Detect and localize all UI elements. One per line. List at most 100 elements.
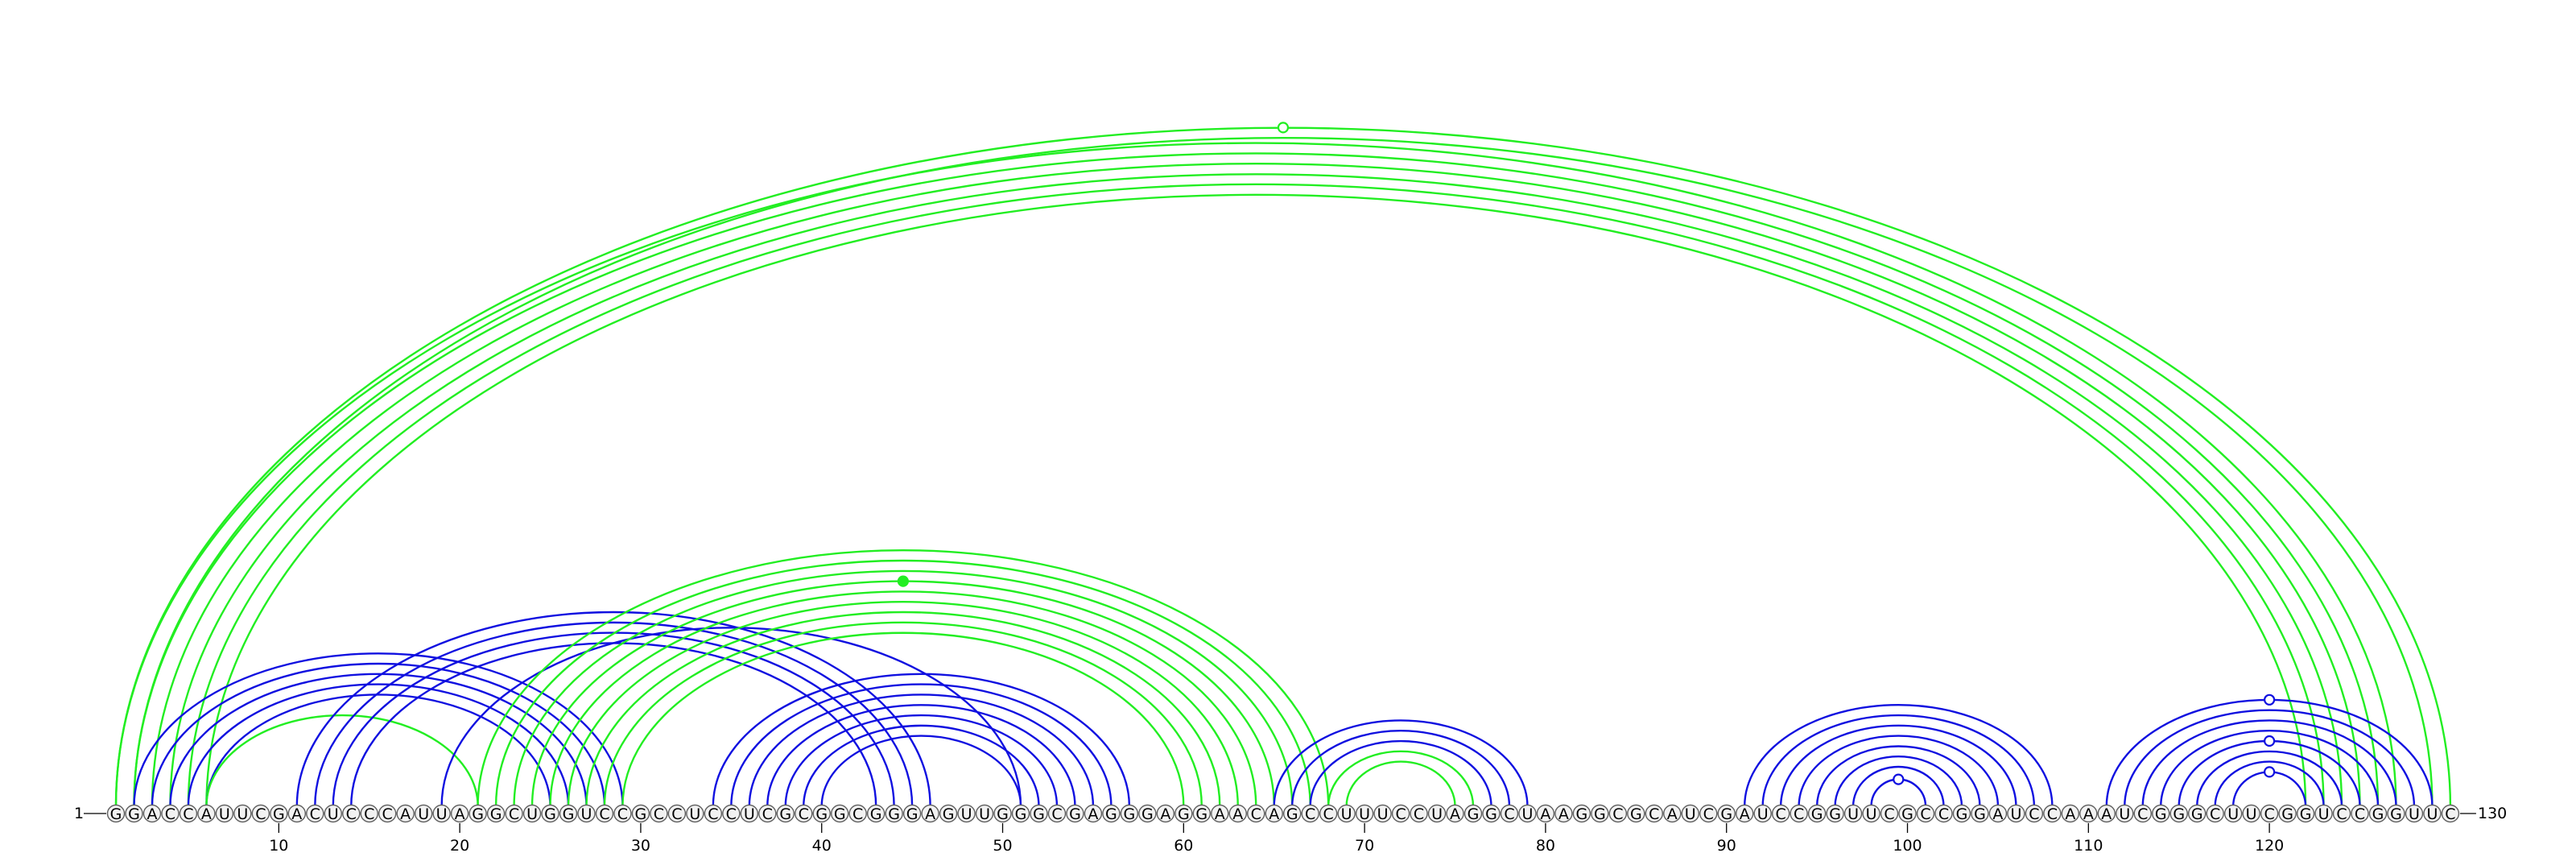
nucleotide-95: G bbox=[1807, 804, 1827, 823]
nucleotide-circle bbox=[2097, 804, 2116, 823]
nucleotide-letter: A bbox=[1558, 805, 1569, 823]
nucleotide-99: C bbox=[1880, 804, 1899, 823]
nucleotide-circle bbox=[142, 804, 162, 823]
nucleotide-circle bbox=[1011, 804, 1030, 823]
nucleotide-126: G bbox=[2368, 804, 2388, 823]
nucleotide-letter: G bbox=[1576, 805, 1588, 823]
nucleotide-letter: C bbox=[599, 805, 609, 823]
nucleotide-letter: U bbox=[1521, 805, 1533, 823]
nucleotide-circle bbox=[975, 804, 994, 823]
nucleotide-circle bbox=[885, 804, 903, 823]
nucleotide-circle bbox=[2061, 804, 2080, 823]
nucleotide-circle bbox=[179, 804, 198, 823]
nucleotide-circle bbox=[1156, 804, 1175, 823]
nucleotide-51: G bbox=[1011, 804, 1030, 823]
nucleotide-circle bbox=[866, 804, 886, 823]
arc-95-104 bbox=[1815, 745, 1981, 807]
nucleotide-letter: U bbox=[328, 805, 339, 823]
nucleotide-letter: A bbox=[400, 805, 411, 823]
arc-94-105 bbox=[1798, 735, 2000, 807]
nucleotide-57: G bbox=[1120, 804, 1139, 823]
nucleotide-75: A bbox=[1446, 804, 1464, 823]
nucleotide-letter: C bbox=[671, 805, 682, 823]
nucleotide-letter: U bbox=[2227, 805, 2239, 823]
nucleotide-circle bbox=[1211, 804, 1229, 823]
nucleotide-25: G bbox=[541, 804, 559, 823]
nucleotide-circle bbox=[2368, 804, 2388, 823]
arc-2-126 bbox=[133, 152, 2380, 807]
nucleotide-127: G bbox=[2387, 804, 2405, 823]
nucleotide-circle bbox=[450, 804, 469, 823]
nucleotide-circle bbox=[342, 804, 361, 823]
nucleotide-circle bbox=[1427, 804, 1447, 823]
arc-66-78 bbox=[1291, 730, 1511, 807]
nucleotide-letter: C bbox=[1323, 805, 1334, 823]
nucleotide-circle bbox=[2206, 804, 2224, 823]
nucleotide-circle bbox=[1627, 804, 1645, 823]
nucleotide-circle bbox=[1608, 804, 1628, 823]
nucleotide-71: U bbox=[1373, 804, 1392, 823]
arc-marker-1-130 bbox=[1277, 122, 1290, 134]
nucleotide-letter: G bbox=[2300, 805, 2312, 823]
nucleotide-circle bbox=[161, 804, 180, 823]
nucleotide-105: A bbox=[1988, 804, 2008, 823]
nucleotide-letter: G bbox=[1829, 805, 1841, 823]
nucleotide-circle bbox=[2387, 804, 2405, 823]
nucleotide-65: A bbox=[1265, 804, 1283, 823]
nucleotide-49: U bbox=[975, 804, 994, 823]
nucleotide-letter: C bbox=[310, 805, 320, 823]
nucleotide-letter: A bbox=[1232, 805, 1243, 823]
nucleotide-66: G bbox=[1282, 804, 1302, 823]
nucleotide-circle bbox=[722, 804, 741, 823]
nucleotide-circle bbox=[215, 804, 234, 823]
nucleotide-letter: C bbox=[1051, 805, 1062, 823]
nucleotide-letter: C bbox=[1884, 805, 1894, 823]
nucleotide-22: G bbox=[486, 804, 506, 823]
nucleotide-109: A bbox=[2061, 804, 2080, 823]
nucleotide-87: A bbox=[1663, 804, 1682, 823]
nucleotide-circle bbox=[921, 804, 939, 823]
nucleotide-96: G bbox=[1826, 804, 1844, 823]
nucleotide-letter: G bbox=[1485, 805, 1497, 823]
nucleotide-39: C bbox=[795, 804, 813, 823]
nucleotide-circle bbox=[812, 804, 831, 823]
arc-6-25 bbox=[205, 693, 551, 807]
nucleotide-122: G bbox=[2296, 804, 2315, 823]
nucleotide-letter: G bbox=[1124, 805, 1136, 823]
nucleotide-letter: C bbox=[2264, 805, 2274, 823]
nucleotide-circle bbox=[1066, 804, 1084, 823]
sequence-start-label: 1 bbox=[74, 805, 84, 822]
nucleotide-116: G bbox=[2187, 804, 2207, 823]
nucleotide-circle bbox=[2025, 804, 2044, 823]
nucleotide-circle bbox=[1355, 804, 1374, 823]
nucleotide-letter: U bbox=[2119, 805, 2130, 823]
nucleotide-80: A bbox=[1536, 804, 1555, 823]
nucleotide-128: U bbox=[2405, 804, 2424, 823]
nucleotide-34: C bbox=[704, 804, 723, 823]
nucleotide-circle bbox=[939, 804, 958, 823]
nucleotide-circle bbox=[848, 804, 867, 823]
nucleotide-letter: C bbox=[509, 805, 519, 823]
nucleotide-letter: G bbox=[1033, 805, 1045, 823]
nucleotide-90: G bbox=[1717, 804, 1736, 823]
nucleotide-letter: A bbox=[2083, 805, 2094, 823]
nucleotide-letter: U bbox=[2409, 805, 2420, 823]
nucleotide-circle bbox=[1282, 804, 1302, 823]
nucleotide-58: G bbox=[1138, 804, 1157, 823]
nucleotide-circle bbox=[1192, 804, 1212, 823]
nucleotide-94: C bbox=[1790, 804, 1808, 823]
arc-68-76 bbox=[1327, 750, 1475, 807]
nucleotide-letter: U bbox=[1359, 805, 1370, 823]
nucleotide-circle bbox=[704, 804, 723, 823]
nucleotide-106: U bbox=[2007, 804, 2025, 823]
nucleotide-letter: A bbox=[1450, 805, 1460, 823]
arc-38-53 bbox=[784, 714, 1059, 807]
arc-35-56 bbox=[730, 683, 1113, 807]
nucleotide-62: A bbox=[1211, 804, 1229, 823]
nucleotide-letter: G bbox=[997, 805, 1009, 823]
nucleotide-circle bbox=[1843, 804, 1863, 823]
nucleotide-letter: G bbox=[635, 805, 647, 823]
tick-label-40: 40 bbox=[812, 837, 832, 855]
nucleotide-circle bbox=[541, 804, 559, 823]
nucleotide-letter: U bbox=[526, 805, 538, 823]
